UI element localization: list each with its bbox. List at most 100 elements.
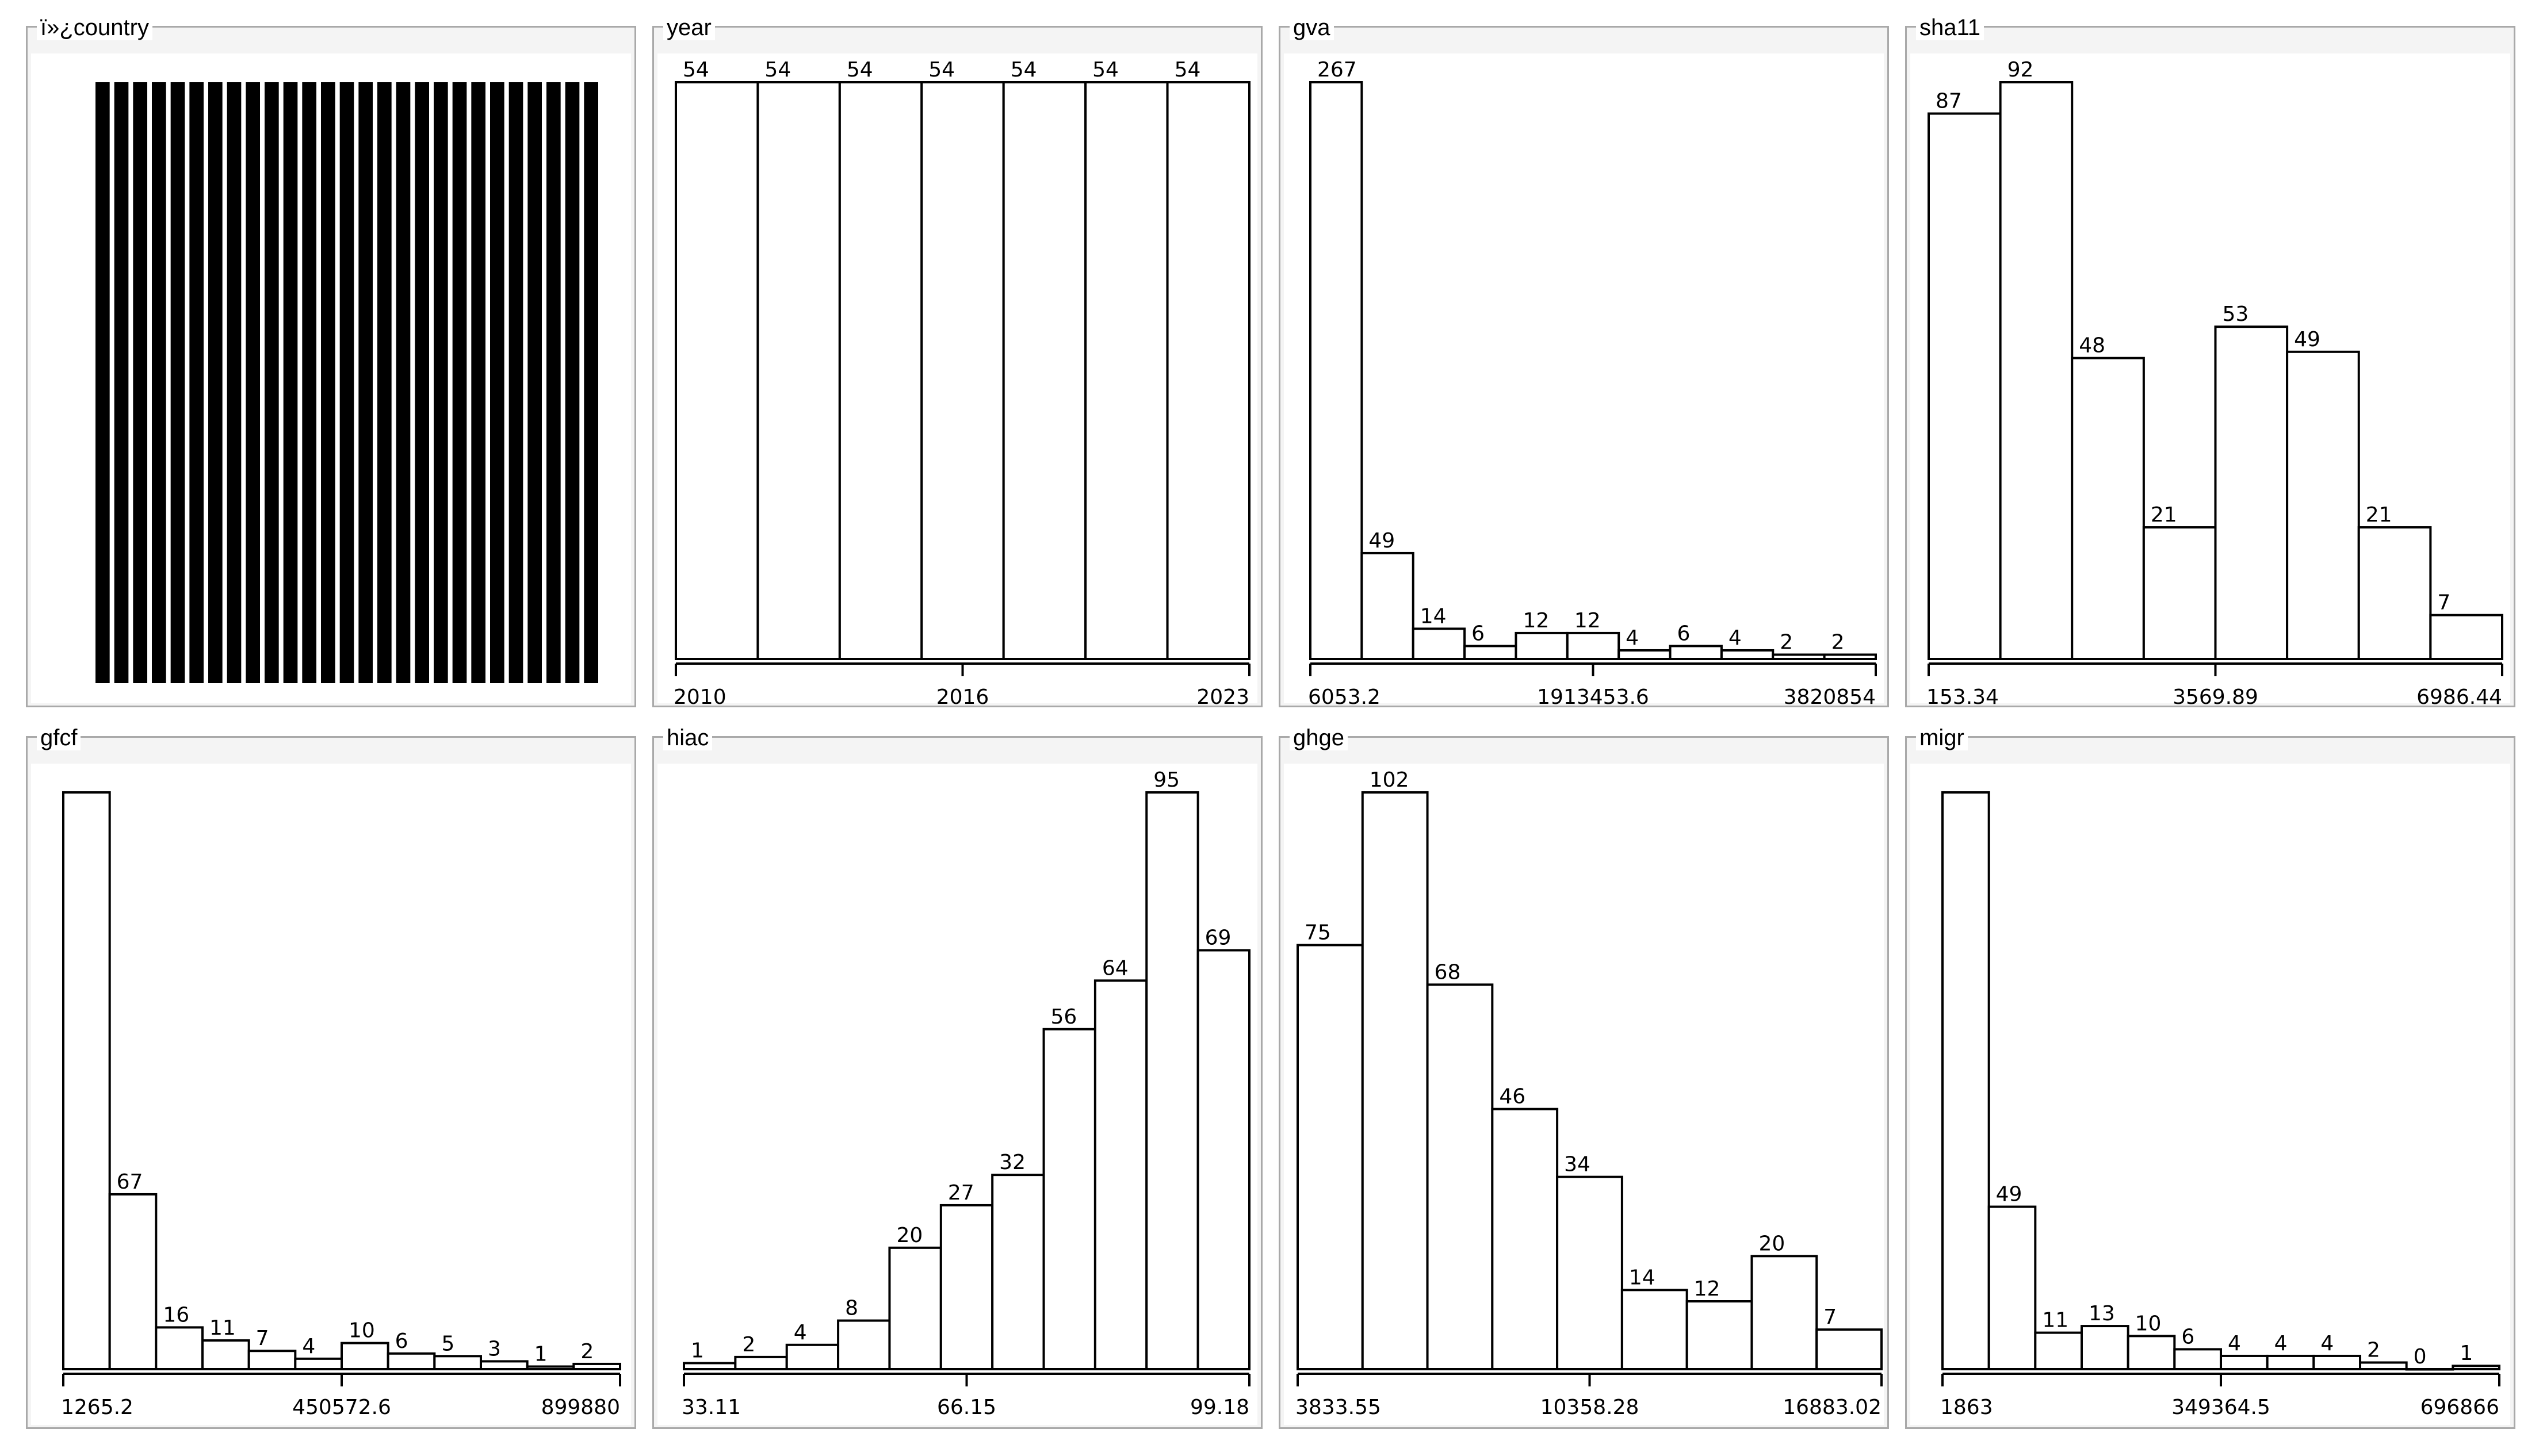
bar-count-label: 1 <box>691 1339 704 1362</box>
bar <box>155 1326 204 1371</box>
bar-count-label: 4 <box>302 1335 315 1358</box>
bar <box>1566 631 1620 661</box>
bar-count-label: 14 <box>1629 1266 1655 1289</box>
bar <box>1426 983 1494 1371</box>
panel-title: gva <box>1290 15 1334 40</box>
bar <box>991 1174 1045 1370</box>
x-tick-label: 899880 <box>541 1396 620 1419</box>
x-tick-label: 3833.55 <box>1295 1396 1381 1419</box>
bar <box>1002 81 1087 660</box>
bar <box>546 82 561 683</box>
bar <box>939 1204 994 1370</box>
bar-count-label: 14 <box>1420 604 1447 628</box>
panel-sha11: 87 92 48 21 53 49 21 7 153.34 3569.89 6986.44 sha1… <box>1905 15 2515 709</box>
bar-count-label: 13 <box>2089 1302 2115 1325</box>
x-tick-label: 153.34 <box>1926 685 1999 709</box>
bar <box>152 82 166 683</box>
bar <box>433 1355 482 1371</box>
bar <box>170 82 185 683</box>
bar <box>434 82 448 683</box>
bar-count-label: 0 <box>2414 1345 2427 1369</box>
bar-count-label: 49 <box>1368 529 1395 553</box>
x-tick-label: 3820854 <box>1784 685 1876 709</box>
bar-count-label: 10 <box>349 1319 375 1343</box>
bar <box>675 81 759 660</box>
bar <box>572 1362 621 1371</box>
bar <box>387 1352 436 1371</box>
bar-count-label: 8 <box>845 1297 858 1320</box>
bar-count-label: 2 <box>1780 630 1793 654</box>
bar <box>756 81 841 660</box>
bar <box>227 82 242 683</box>
bar <box>2357 526 2432 660</box>
bar-count-label: 6 <box>1471 622 1485 645</box>
x-tick-label: 696866 <box>2420 1396 2499 1419</box>
bar-count-label: 49 <box>1996 1183 2022 1206</box>
bar <box>2173 1348 2223 1371</box>
histogram-plot: 67 16 11 7 4 10 6 5 3 1 2 1265.2 450572.6 899880 <box>31 764 631 1425</box>
bar <box>114 82 129 683</box>
bar-count-label: 6 <box>2181 1325 2194 1348</box>
bar-count-label: 75 <box>1305 921 1331 945</box>
bar <box>683 1362 737 1371</box>
bar <box>358 82 373 683</box>
histogram-plot: 54 54 54 54 54 54 54 2010 2016 2023 <box>657 53 1257 709</box>
bar <box>490 82 504 683</box>
histogram-plot: 87 92 48 21 53 49 21 7 153.34 3569.89 6986.44 <box>1910 53 2510 709</box>
bar-count-label: 10 <box>2135 1312 2162 1335</box>
bar-count-label: 7 <box>2437 591 2450 615</box>
x-tick-label: 99.18 <box>1190 1396 1249 1419</box>
x-tick-label: 1265.2 <box>61 1396 133 1419</box>
bar <box>1620 1289 1688 1370</box>
bar-count-label: 54 <box>928 58 955 82</box>
histogram-plot: 1 2 4 8 20 27 32 56 64 95 69 33.11 66.15 99.18 <box>657 764 1257 1425</box>
bar-count-label: 46 <box>1499 1085 1525 1109</box>
x-tick-label: 450572.6 <box>292 1396 391 1419</box>
bar-count-label: 53 <box>2223 302 2249 326</box>
bar <box>471 82 485 683</box>
bar-count-label: 34 <box>1564 1153 1590 1177</box>
bar <box>1987 1205 2037 1370</box>
bar <box>2142 526 2217 660</box>
bar-count-label: 27 <box>948 1181 974 1205</box>
bar-count-label: 7 <box>256 1327 269 1350</box>
bar <box>1928 112 2002 660</box>
bar <box>480 1360 529 1371</box>
bar <box>283 82 298 683</box>
bar <box>734 1355 788 1370</box>
bar <box>838 81 923 660</box>
bar-count-label: 54 <box>1011 58 1037 82</box>
bar <box>62 791 111 1370</box>
bar <box>508 82 523 683</box>
bar-count-label: 49 <box>2294 328 2320 351</box>
panel-title: year <box>663 15 715 40</box>
bar-count-label: 2 <box>580 1340 594 1363</box>
bar <box>2359 1361 2408 1371</box>
bar-count-label: 54 <box>1175 58 1201 82</box>
bar <box>2220 1354 2269 1370</box>
panel-ghge: 75 102 68 46 34 14 12 20 7 3833.55 10358.28 16883.0… <box>1279 725 1889 1429</box>
bar <box>1999 81 2074 660</box>
bar <box>2312 1354 2361 1370</box>
bar-count-label: 54 <box>847 58 873 82</box>
bar-count-label: 12 <box>1694 1277 1720 1301</box>
bar <box>415 82 429 683</box>
bar <box>1556 1175 1623 1371</box>
x-tick-label: 6053.2 <box>1308 685 1381 709</box>
panel-title: sha11 <box>1916 15 1984 40</box>
panel-title: ghge <box>1290 725 1348 750</box>
bar <box>247 1350 297 1370</box>
bar-count-label: 54 <box>764 58 791 82</box>
bar <box>1084 81 1169 660</box>
bar <box>321 82 335 683</box>
bar-count-label: 12 <box>1523 609 1549 633</box>
bar <box>1360 551 1414 660</box>
bar <box>452 82 467 683</box>
panel-gva: 267 49 14 6 12 12 4 6 4 2 2 6053.2 1913453.6 3820854 … <box>1279 15 1889 709</box>
bar-count-label: 4 <box>1626 626 1639 650</box>
panel-title: migr <box>1916 725 1968 750</box>
bar <box>1685 1300 1753 1370</box>
bar-count-label: 4 <box>2228 1332 2241 1355</box>
panel-title: hiac <box>663 725 713 750</box>
bar-count-label: 102 <box>1370 768 1409 792</box>
